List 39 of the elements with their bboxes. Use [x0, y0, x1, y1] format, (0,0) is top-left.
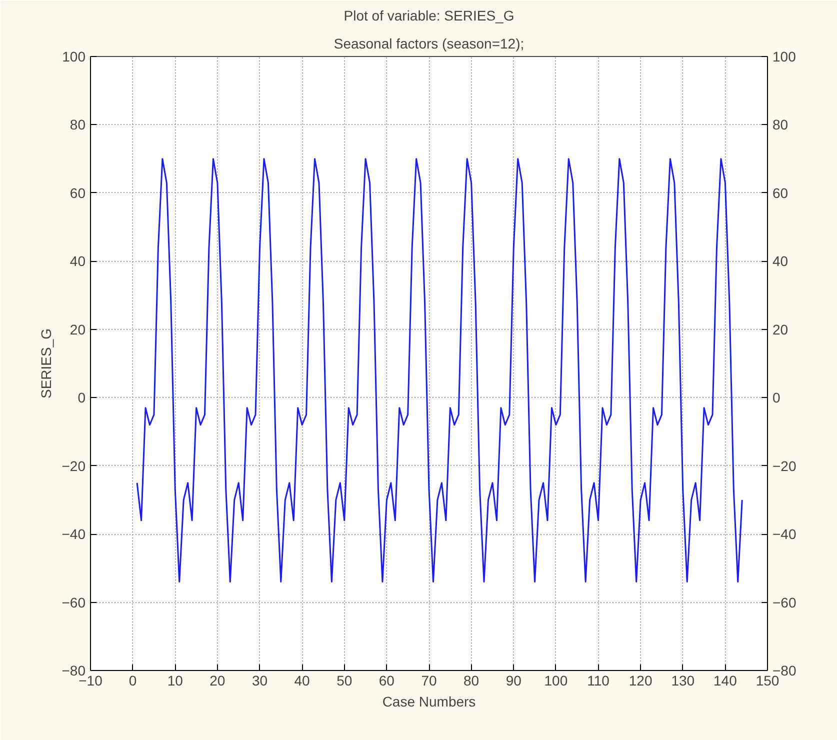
- x-tick-label: 150: [756, 672, 780, 688]
- x-tick-label: 140: [714, 672, 738, 688]
- y2-tick-label: −60: [772, 594, 796, 610]
- chart-title: Plot of variable: SERIES_G: [344, 8, 514, 24]
- x-tick-label: 20: [210, 672, 226, 688]
- line-series: [136, 158, 743, 583]
- x-axis-title: Case Numbers: [382, 694, 476, 710]
- y2-tick-label: −40: [772, 526, 796, 542]
- y2-tick-label: 40: [772, 253, 788, 270]
- x-tick-label: 50: [336, 672, 352, 688]
- x-tick-label: 130: [671, 672, 695, 688]
- y2-tick-label: 80: [772, 116, 788, 133]
- x-tick-label: 30: [252, 672, 268, 688]
- x-tick-label: 120: [628, 672, 652, 688]
- y2-tick-label: 0: [772, 390, 780, 406]
- x-tick-label: 0: [128, 672, 137, 688]
- y-tick-label: 40: [70, 253, 86, 270]
- y2-tick-label: 60: [772, 184, 788, 201]
- y-axis-title: SERIES_G: [38, 328, 54, 399]
- y2-tick-label: 20: [772, 321, 788, 338]
- x-tick-label: 60: [378, 672, 395, 688]
- chart-subtitle: Seasonal factors (season=12);: [334, 36, 524, 52]
- y2-tick-label: 100: [772, 48, 796, 64]
- y2-tick-label: −20: [772, 458, 796, 474]
- y-tick-label: 80: [70, 116, 86, 133]
- x-tick-label: 110: [587, 672, 610, 688]
- x-tick-label: 70: [421, 672, 437, 688]
- x-tick-label: 40: [294, 672, 310, 688]
- y-tick-label: −40: [62, 526, 86, 542]
- x-tick-label: 100: [544, 672, 568, 688]
- x-tick-label: 90: [506, 672, 522, 688]
- x-tick-label: 80: [464, 672, 480, 688]
- y-tick-label: −60: [62, 594, 86, 610]
- y-tick-label: 0: [78, 390, 86, 406]
- y-tick-label: 60: [70, 184, 86, 201]
- y-tick-label: −20: [62, 458, 86, 474]
- x-tick-label: 10: [167, 672, 184, 688]
- y-tick-label: 20: [70, 321, 86, 338]
- y-tick-label: 100: [62, 48, 86, 64]
